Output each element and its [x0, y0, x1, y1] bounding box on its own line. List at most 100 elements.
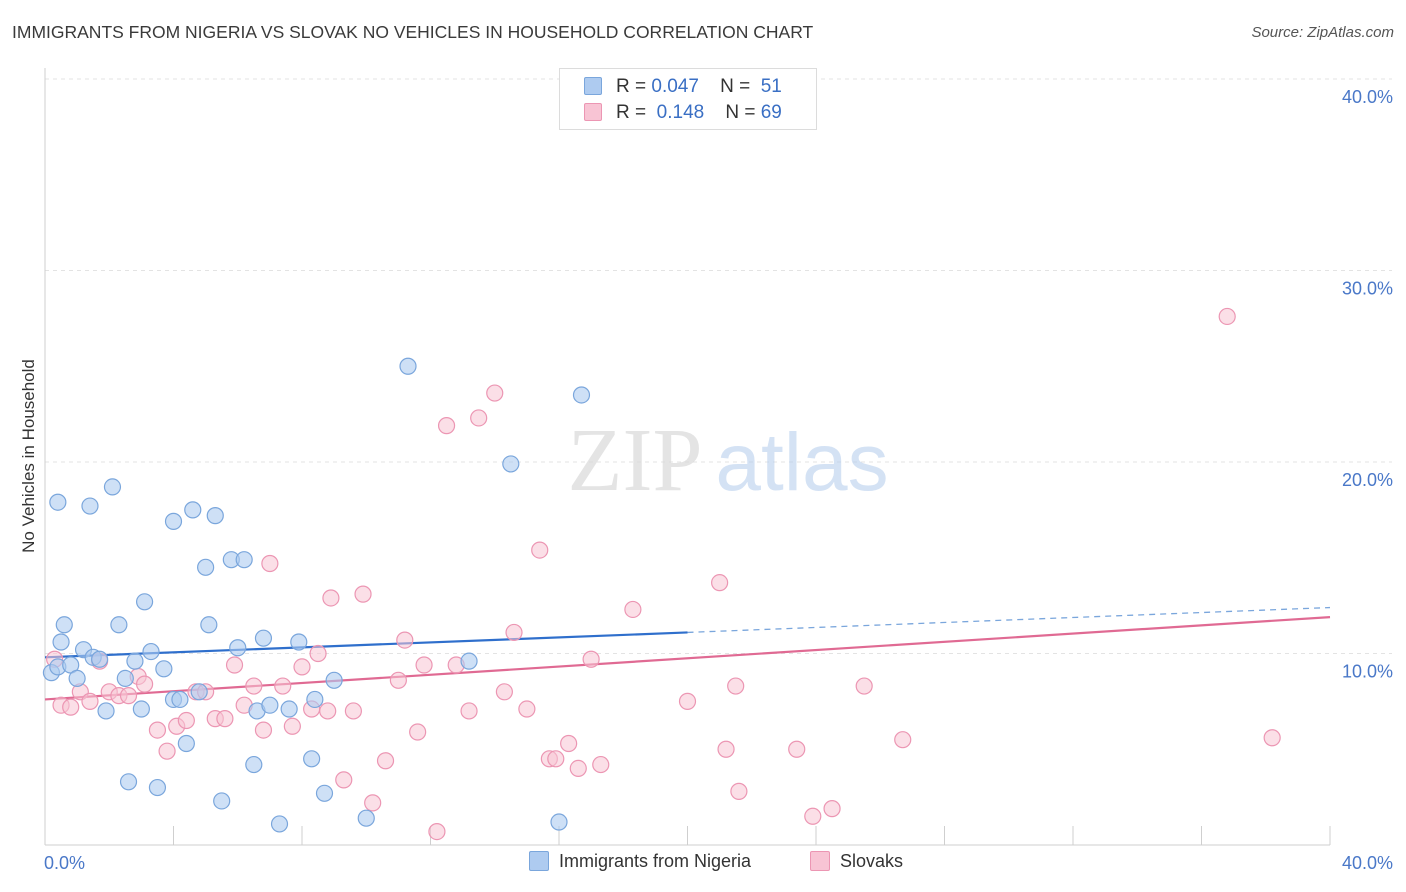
- point-slovaks: [119, 687, 138, 705]
- point-nigeria: [213, 792, 231, 810]
- point-slovaks: [1218, 307, 1236, 326]
- point-slovaks: [460, 702, 478, 720]
- y-tick-label: 30.0%: [1342, 279, 1393, 299]
- point-slovaks: [855, 677, 873, 695]
- point-slovaks: [470, 409, 488, 427]
- point-slovaks: [81, 692, 99, 710]
- point-slovaks: [389, 671, 407, 689]
- point-slovaks: [158, 742, 176, 760]
- point-slovaks: [823, 800, 841, 818]
- point-slovaks: [309, 644, 327, 663]
- point-nigeria: [280, 700, 298, 718]
- point-nigeria: [135, 593, 154, 611]
- legend-row-slovaks: R = 0.148 N = 69: [584, 102, 782, 126]
- point-nigeria: [306, 690, 324, 709]
- point-slovaks: [62, 698, 80, 716]
- watermark: ZIP atlas: [568, 411, 889, 510]
- point-nigeria: [110, 616, 128, 634]
- point-nigeria: [148, 778, 167, 797]
- point-nigeria: [132, 700, 150, 718]
- nigeria-r-value: 0.047: [651, 76, 699, 97]
- point-nigeria: [49, 493, 67, 511]
- nigeria-r-label: R =: [616, 76, 647, 97]
- point-slovaks: [678, 692, 697, 710]
- point-slovaks: [592, 755, 610, 774]
- point-slovaks: [177, 711, 195, 730]
- point-nigeria: [68, 669, 86, 687]
- point-slovaks: [1263, 729, 1281, 747]
- point-slovaks: [415, 656, 433, 674]
- point-slovaks: [283, 717, 301, 735]
- point-slovaks: [788, 740, 806, 758]
- point-slovaks: [518, 700, 536, 718]
- point-slovaks: [135, 675, 154, 693]
- point-slovaks: [495, 683, 513, 701]
- point-slovaks: [254, 721, 273, 739]
- nigeria-swatch: [584, 77, 602, 95]
- point-nigeria: [572, 386, 591, 404]
- point-slovaks: [293, 658, 311, 676]
- point-slovaks: [804, 807, 822, 825]
- point-slovaks: [894, 731, 912, 749]
- point-nigeria: [119, 773, 138, 791]
- legend-item-nigeria: Immigrants from Nigeria: [529, 851, 751, 872]
- point-slovaks: [364, 794, 382, 812]
- slovaks-n-label: N =: [725, 102, 756, 123]
- point-slovaks: [727, 677, 745, 695]
- y-tick-label: 40.0%: [1342, 87, 1393, 107]
- y-tick-label: 20.0%: [1342, 470, 1393, 490]
- point-slovaks: [624, 600, 642, 619]
- point-nigeria: [91, 650, 109, 668]
- point-slovaks: [376, 752, 395, 770]
- stats-legend: R = 0.047 N = 51 R = 0.148 N = 69: [559, 68, 817, 130]
- watermark-atlas: atlas: [715, 417, 888, 508]
- x-tick-label: 40.0%: [1342, 853, 1393, 873]
- legend-row-nigeria: R = 0.047 N = 51: [584, 76, 782, 100]
- point-slovaks: [486, 384, 504, 402]
- point-nigeria: [303, 750, 321, 768]
- point-nigeria: [155, 660, 173, 678]
- point-slovaks: [547, 750, 565, 768]
- slovaks-swatch: [584, 103, 602, 121]
- slovaks-r-value: 0.148: [656, 102, 705, 123]
- point-nigeria: [197, 558, 215, 576]
- slovaks-r-label: R =: [616, 102, 647, 123]
- point-slovaks: [335, 771, 353, 789]
- point-nigeria: [97, 702, 115, 720]
- nigeria-n-value: 51: [760, 76, 782, 97]
- y-axis-label: No Vehicles in Household: [19, 359, 38, 553]
- tick-labels: 10.0% 20.0% 30.0% 40.0% 0.0% 40.0%: [44, 87, 1393, 873]
- y-tick-label: 10.0%: [1342, 662, 1393, 682]
- point-nigeria: [177, 734, 195, 753]
- point-slovaks: [437, 417, 456, 435]
- point-nigeria: [229, 639, 247, 657]
- source-credit: Source: ZipAtlas.com: [1251, 24, 1394, 41]
- point-nigeria: [235, 551, 253, 569]
- point-nigeria: [502, 455, 520, 473]
- point-nigeria: [103, 478, 122, 496]
- trend-line-nigeria-extension: [687, 606, 1331, 634]
- point-slovaks: [582, 650, 600, 668]
- point-nigeria: [171, 690, 189, 709]
- chart-title: IMMIGRANTS FROM NIGERIA VS SLOVAK NO VEH…: [12, 22, 814, 42]
- point-nigeria: [142, 642, 160, 661]
- point-nigeria: [254, 629, 273, 647]
- point-slovaks: [344, 702, 362, 720]
- point-slovaks: [322, 589, 340, 607]
- point-slovaks: [730, 782, 748, 800]
- point-slovaks: [711, 574, 729, 592]
- x-tick-label: 0.0%: [44, 853, 85, 873]
- legend-nigeria-swatch: [529, 851, 549, 871]
- point-nigeria: [81, 497, 99, 515]
- point-nigeria: [52, 633, 70, 651]
- point-slovaks: [396, 631, 414, 649]
- point-slovaks: [354, 585, 372, 603]
- point-nigeria: [164, 512, 183, 530]
- point-slovaks: [261, 554, 279, 573]
- point-slovaks: [225, 656, 244, 674]
- point-slovaks: [569, 759, 587, 778]
- point-slovaks: [319, 702, 337, 720]
- legend-slovaks-label: Slovaks: [840, 851, 904, 871]
- point-nigeria: [184, 501, 202, 519]
